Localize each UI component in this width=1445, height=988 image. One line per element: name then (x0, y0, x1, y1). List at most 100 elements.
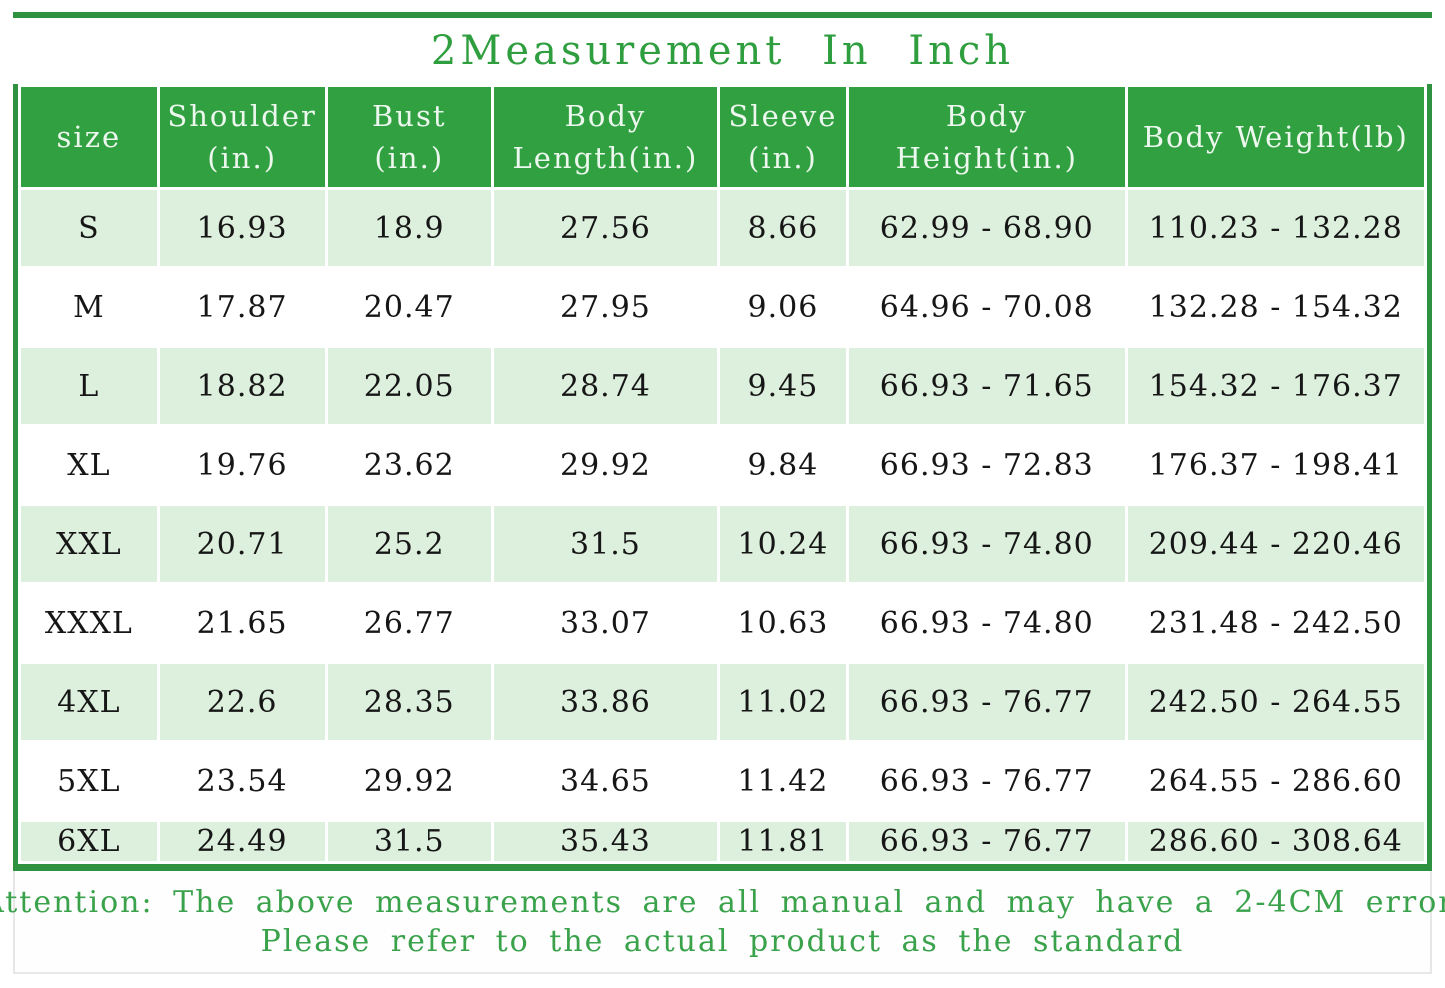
cell-sleeve: 11.02 (719, 664, 846, 740)
cell-bust: 23.62 (327, 427, 491, 503)
table-row-s: S 16.93 18.9 27.56 8.66 62.99 - 68.90 11… (21, 190, 1424, 266)
table-row-6xl: 6XL 24.49 31.5 35.43 11.81 66.93 - 76.77… (21, 822, 1424, 861)
cell-body-length: 28.74 (493, 348, 717, 424)
cell-body-weight: 176.37 - 198.41 (1127, 427, 1424, 503)
cell-body-length: 31.5 (493, 506, 717, 582)
table-row-5xl: 5XL 23.54 29.92 34.65 11.42 66.93 - 76.7… (21, 743, 1424, 819)
col-header-body-length-line2: Length(in.) (512, 141, 699, 175)
cell-bust: 28.35 (327, 664, 491, 740)
cell-body-height: 66.93 - 72.83 (848, 427, 1125, 503)
cell-size: XL (21, 427, 157, 503)
col-header-shoulder-line2: (in.) (207, 141, 278, 175)
col-header-body-height: Body Height(in.) (848, 87, 1125, 187)
cell-size: XXXL (21, 585, 157, 661)
cell-sleeve: 8.66 (719, 190, 846, 266)
cell-body-height: 66.93 - 74.80 (848, 585, 1125, 661)
cell-body-weight: 209.44 - 220.46 (1127, 506, 1424, 582)
cell-size: 5XL (21, 743, 157, 819)
cell-body-height: 66.93 - 76.77 (848, 743, 1125, 819)
cell-shoulder: 21.65 (159, 585, 325, 661)
cell-body-length: 29.92 (493, 427, 717, 503)
cell-shoulder: 17.87 (159, 269, 325, 345)
col-header-size-label: size (56, 119, 122, 154)
size-table: size Shoulder (in.) Bust (in.) Body Length(… (18, 84, 1427, 864)
cell-size: XXL (21, 506, 157, 582)
col-header-body-height-line1: Body (945, 98, 1028, 133)
size-table-frame: size Shoulder (in.) Bust (in.) Body Length(… (13, 84, 1432, 871)
cell-body-length: 27.95 (493, 269, 717, 345)
cell-shoulder: 16.93 (159, 190, 325, 266)
cell-bust: 29.92 (327, 743, 491, 819)
cell-bust: 20.47 (327, 269, 491, 345)
cell-body-weight: 264.55 - 286.60 (1127, 743, 1424, 819)
table-row-xl: XL 19.76 23.62 29.92 9.84 66.93 - 72.83 … (21, 427, 1424, 503)
cell-body-height: 66.93 - 71.65 (848, 348, 1125, 424)
cell-sleeve: 11.81 (719, 822, 846, 861)
col-header-shoulder-line1: Shoulder (167, 98, 317, 133)
col-header-body-length: Body Length(in.) (493, 87, 717, 187)
cell-size: L (21, 348, 157, 424)
cell-body-height: 66.93 - 76.77 (848, 822, 1125, 861)
cell-shoulder: 19.76 (159, 427, 325, 503)
col-header-size: size (21, 87, 157, 187)
cell-shoulder: 22.6 (159, 664, 325, 740)
cell-body-weight: 242.50 - 264.55 (1127, 664, 1424, 740)
table-row-l: L 18.82 22.05 28.74 9.45 66.93 - 71.65 1… (21, 348, 1424, 424)
cell-body-weight: 286.60 - 308.64 (1127, 822, 1424, 861)
cell-sleeve: 9.45 (719, 348, 846, 424)
cell-shoulder: 20.71 (159, 506, 325, 582)
cell-body-length: 33.86 (493, 664, 717, 740)
attention-note-line2: Please refer to the actual product as th… (260, 923, 1185, 959)
col-header-bust: Bust (in.) (327, 87, 491, 187)
cell-shoulder: 23.54 (159, 743, 325, 819)
cell-bust: 25.2 (327, 506, 491, 582)
col-header-sleeve: Sleeve (in.) (719, 87, 846, 187)
cell-body-height: 64.96 - 70.08 (848, 269, 1125, 345)
cell-body-height: 66.93 - 76.77 (848, 664, 1125, 740)
cell-size: M (21, 269, 157, 345)
cell-body-length: 34.65 (493, 743, 717, 819)
cell-shoulder: 18.82 (159, 348, 325, 424)
col-header-body-height-line2: Height(in.) (895, 141, 1078, 175)
cell-body-length: 35.43 (493, 822, 717, 861)
cell-bust: 26.77 (327, 585, 491, 661)
page-title: 2Measurement In Inch (430, 28, 1015, 74)
cell-size: S (21, 190, 157, 266)
cell-body-height: 62.99 - 68.90 (848, 190, 1125, 266)
cell-sleeve: 10.63 (719, 585, 846, 661)
col-header-bust-line1: Bust (371, 98, 447, 133)
attention-note-line1: Attention: The above measurements are al… (0, 884, 1445, 920)
col-header-sleeve-line2: (in.) (748, 141, 818, 175)
table-row-4xl: 4XL 22.6 28.35 33.86 11.02 66.93 - 76.77… (21, 664, 1424, 740)
cell-body-weight: 231.48 - 242.50 (1127, 585, 1424, 661)
cell-bust: 31.5 (327, 822, 491, 861)
col-header-body-length-line1: Body (564, 98, 647, 133)
cell-sleeve: 9.84 (719, 427, 846, 503)
cell-sleeve: 11.42 (719, 743, 846, 819)
table-row-xxxl: XXXL 21.65 26.77 33.07 10.63 66.93 - 74.… (21, 585, 1424, 661)
cell-bust: 22.05 (327, 348, 491, 424)
cell-bust: 18.9 (327, 190, 491, 266)
cell-shoulder: 24.49 (159, 822, 325, 861)
col-header-bust-line2: (in.) (374, 141, 445, 175)
title-band: 2Measurement In Inch (13, 18, 1432, 84)
col-header-shoulder: Shoulder (in.) (159, 87, 325, 187)
cell-size: 6XL (21, 822, 157, 861)
cell-body-weight: 154.32 - 176.37 (1127, 348, 1424, 424)
cell-size: 4XL (21, 664, 157, 740)
cell-sleeve: 10.24 (719, 506, 846, 582)
header-row: size Shoulder (in.) Bust (in.) Body Length(… (21, 87, 1424, 187)
col-header-body-weight: Body Weight(lb) (1127, 87, 1424, 187)
cell-sleeve: 9.06 (719, 269, 846, 345)
table-row-xxl: XXL 20.71 25.2 31.5 10.24 66.93 - 74.80 … (21, 506, 1424, 582)
col-header-body-weight-label: Body Weight(lb) (1142, 119, 1409, 154)
col-header-sleeve-line1: Sleeve (728, 98, 838, 133)
table-row-m: M 17.87 20.47 27.95 9.06 64.96 - 70.08 1… (21, 269, 1424, 345)
cell-body-length: 27.56 (493, 190, 717, 266)
cell-body-height: 66.93 - 74.80 (848, 506, 1125, 582)
cell-body-length: 33.07 (493, 585, 717, 661)
top-border-bar (13, 12, 1432, 18)
cell-body-weight: 110.23 - 132.28 (1127, 190, 1424, 266)
attention-note: Attention: The above measurements are al… (0, 871, 1445, 974)
